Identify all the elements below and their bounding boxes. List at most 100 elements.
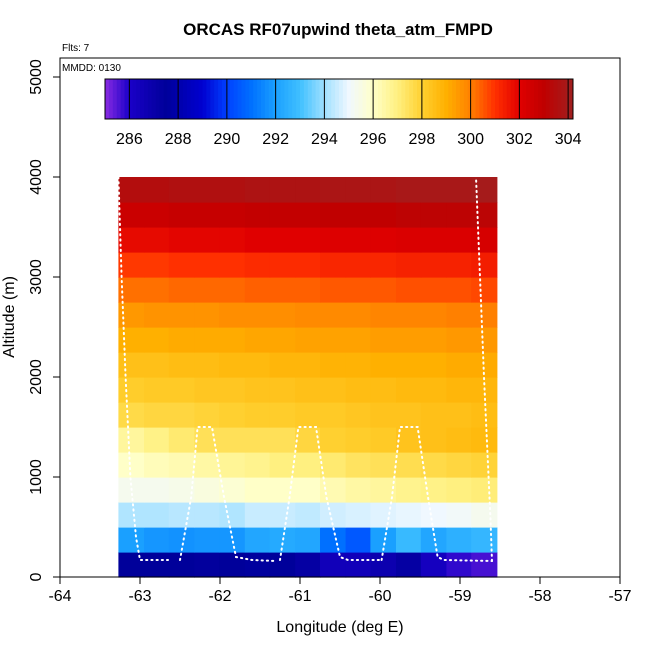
colorbar-swatch [565,79,570,119]
heatmap-cell [118,427,145,453]
heatmap-cell [370,427,397,453]
heatmap-cell [194,427,220,453]
colorbar-swatch [296,79,301,119]
colorbar-swatch [249,79,254,119]
colorbar-swatch [491,79,496,119]
colorbar-swatch [323,79,328,119]
colorbar-swatch [358,79,363,119]
heatmap-cell [446,327,472,353]
heatmap-cell [194,227,220,253]
colorbar-swatch [272,79,278,119]
heatmap-cell [370,252,397,278]
heatmap-cell [118,402,145,428]
heatmap-cell [244,527,271,553]
heatmap-cell [471,552,498,578]
heatmap-cell [295,202,321,228]
colorbar-swatch [444,79,449,119]
colorbar-frame [104,78,574,120]
colorbar-swatch [436,79,441,119]
heatmap-cell [269,402,296,428]
colorbar-swatch [510,79,515,119]
heatmap-cell [345,552,371,578]
y-tick-label: 3000 [28,259,45,295]
heatmap-cell [144,377,170,403]
colorbar-swatch [526,79,531,119]
heatmap-cell [168,227,195,253]
colorbar-swatch [362,79,367,119]
heatmap-cell [345,352,371,378]
heatmap-cell [370,327,397,353]
heatmap-cell [471,277,498,303]
heatmap-cell [320,477,347,503]
heatmap-cell [370,502,397,528]
heatmap-cell [244,352,271,378]
colorbar-swatch [549,79,554,119]
colorbar-swatch [467,79,473,119]
heatmap-cell [471,477,498,503]
colorbar-swatch [264,79,270,119]
colorbar-tick-label: 292 [262,131,289,148]
heatmap-cell [420,177,447,203]
colorbar-swatch [237,79,242,119]
colorbar-swatch [233,79,239,119]
heatmap-cell [168,552,195,578]
colorbar-swatch [339,79,344,119]
heatmap-cell [320,227,347,253]
heatmap-cell [118,177,145,203]
colorbar-swatch [132,79,137,119]
flight-track-segment [117,176,169,561]
flight-track-segment [179,426,277,562]
heatmap-cell [118,302,145,328]
heatmap-cell [168,502,195,528]
y-tick-label: 0 [28,572,45,581]
colorbar-swatch [147,79,153,119]
chart-title: ORCAS RF07upwind theta_atm_FMPD [183,20,493,39]
colorbar-swatch [284,79,289,119]
colorbar-swatch [128,79,133,119]
y-tick-label: 2000 [28,359,45,395]
colorbar-swatch [350,79,356,119]
heatmap-cell [320,327,347,353]
colorbar-swatch [175,79,180,119]
heatmap-cell [396,377,422,403]
heatmap-cell [420,352,447,378]
heatmap-cell [219,277,246,303]
flights-annotation: Flts: 7 [62,43,90,54]
colorbar-swatch [288,79,293,119]
heatmap-cell [168,427,195,453]
heatmap-cell [446,427,472,453]
heatmap-cell [144,452,170,478]
heatmap-cell [144,177,170,203]
heatmap-cell [370,352,397,378]
colorbar-swatch [495,79,500,119]
heatmap-cell [194,552,220,578]
x-tick-label: -64 [48,588,71,605]
heatmap-cell [320,402,347,428]
heatmap-cell [295,277,321,303]
heatmap-cell [118,352,145,378]
heatmap-cell [345,252,371,278]
heatmap-cell [345,177,371,203]
y-axis-label: Altitude (m) [1,276,18,358]
x-axis-label: Longitude (deg E) [276,619,403,636]
colorbar-swatch [354,79,359,119]
heatmap-cell [269,252,296,278]
heatmap-cell [144,227,170,253]
heatmap-cell [446,502,472,528]
heatmap-cell [446,477,472,503]
heatmap-cell [118,327,145,353]
heatmap-cell [446,277,472,303]
heatmap-cell [396,252,422,278]
heatmap-cell [370,302,397,328]
heatmap-cell [446,202,472,228]
heatmap-cell [144,202,170,228]
colorbar-swatch [253,79,258,119]
heatmap-cell [370,202,397,228]
colorbar-swatch [163,79,168,119]
colorbar-tick-label: 294 [311,131,338,148]
colorbar-swatch [222,79,227,119]
colorbar-swatch [303,79,309,119]
x-tick-label: -59 [448,588,471,605]
colorbar-swatch [151,79,157,119]
